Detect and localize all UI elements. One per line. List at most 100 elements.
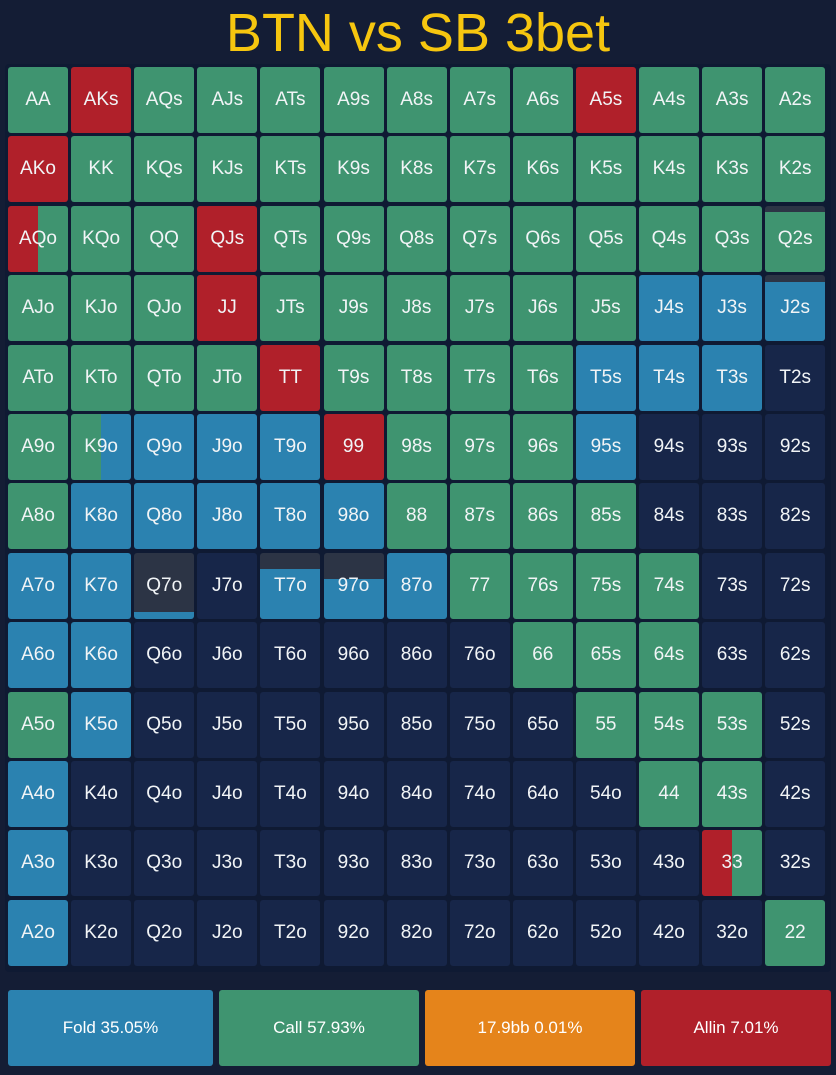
hand-cell-85o: 85o <box>386 691 447 758</box>
hand-cell-K5o: K5o <box>71 691 132 758</box>
hand-label: 97o <box>337 574 370 596</box>
hand-label: QTs <box>273 227 308 249</box>
hand-label: 92o <box>337 921 370 943</box>
hand-label: Q3s <box>714 227 750 249</box>
hand-cell-66: 66 <box>512 622 573 689</box>
hand-cell-95o: 95o <box>323 691 384 758</box>
hand-label: T8o <box>274 505 307 527</box>
hand-label: T2o <box>274 921 307 943</box>
hand-label: J3s <box>717 297 747 319</box>
hand-label: 82s <box>779 505 811 527</box>
hand-label: AQo <box>18 227 58 249</box>
hand-cell-J9o: J9o <box>197 414 258 480</box>
action-legend: Fold 35.05% Call 57.93% 17.9bb 0.01% All… <box>8 990 831 1066</box>
hand-cell-KK: KK <box>71 136 132 203</box>
hand-label: AA <box>25 89 51 110</box>
hand-label: Q5s <box>588 227 624 249</box>
hand-cell-99: 99 <box>323 414 384 480</box>
hand-cell-K4s: K4s <box>639 136 699 203</box>
hand-label: 86o <box>400 644 433 666</box>
hand-label: 76o <box>463 644 496 666</box>
hand-cell-KTs: KTs <box>260 136 321 203</box>
hand-cell-K5s: K5s <box>575 136 636 203</box>
hand-cell-K9o: K9o <box>71 414 132 480</box>
hand-label: Q2s <box>777 227 813 249</box>
hand-cell-AQs: AQs <box>134 67 195 133</box>
hand-cell-97o: 97o <box>323 552 384 619</box>
hand-label: A3s <box>715 89 749 110</box>
hand-cell-96o: 96o <box>323 622 384 689</box>
hand-cell-64o: 64o <box>512 761 573 827</box>
hand-label: 63o <box>526 852 559 874</box>
hand-label: Q3o <box>146 852 183 874</box>
hand-cell-T4o: T4o <box>260 761 321 827</box>
hand-label: T4o <box>274 783 307 804</box>
hand-label: K9o <box>84 436 118 457</box>
hand-cell-K6o: K6o <box>71 622 132 689</box>
hand-cell-33: 33 <box>702 830 763 897</box>
hand-label: KJo <box>84 297 118 319</box>
hand-cell-K6s: K6s <box>512 136 573 203</box>
hand-label: T5s <box>590 366 622 388</box>
hand-label: KTs <box>274 158 307 180</box>
hand-label: 95o <box>337 713 370 735</box>
hand-label: KJs <box>211 158 244 180</box>
legend-call: Call 57.93% <box>219 990 419 1066</box>
hand-label: J7s <box>464 297 495 319</box>
hand-cell-A3o: A3o <box>8 830 68 897</box>
hand-cell-TT: TT <box>260 344 321 411</box>
hand-cell-JJ: JJ <box>197 275 258 342</box>
hand-label: K2o <box>84 921 118 943</box>
hand-cell-T7o: T7o <box>260 552 321 619</box>
hand-label: ATo <box>22 366 54 388</box>
hand-label: A2s <box>778 89 812 110</box>
hand-label: K3o <box>84 852 118 874</box>
hand-label: J5s <box>591 297 621 319</box>
hand-label: AKs <box>83 89 119 110</box>
hand-cell-J9s: J9s <box>323 275 384 342</box>
hand-cell-Q7o: Q7o <box>134 552 195 619</box>
hand-cell-T2s: T2s <box>765 344 826 411</box>
hand-cell-T5o: T5o <box>260 691 321 758</box>
hand-label: J5o <box>211 713 243 735</box>
hand-label: 22 <box>784 921 806 943</box>
hand-cell-J5s: J5s <box>575 275 636 342</box>
hand-cell-T9s: T9s <box>323 344 384 411</box>
hand-cell-Q2s: Q2s <box>765 205 826 272</box>
hand-cell-Q6o: Q6o <box>134 622 195 689</box>
hand-cell-83o: 83o <box>386 830 447 897</box>
hand-cell-AKs: AKs <box>71 67 132 133</box>
chart-title: BTN vs SB 3bet <box>225 3 611 63</box>
hand-cell-77: 77 <box>449 552 510 619</box>
hand-label: K5s <box>589 158 623 180</box>
hand-label: QJs <box>210 227 245 249</box>
hand-label: Q9o <box>146 436 183 457</box>
hand-label: 86s <box>527 505 559 527</box>
segment-call <box>732 830 763 897</box>
hand-label: 95s <box>590 436 622 457</box>
hand-label: 96s <box>527 436 559 457</box>
hand-label: 64s <box>653 644 685 666</box>
hand-cell-74o: 74o <box>449 761 510 827</box>
hand-label: 93s <box>716 436 748 457</box>
segment-call <box>38 205 68 272</box>
hand-label: K7s <box>463 158 497 180</box>
segment-call <box>765 212 826 272</box>
hand-cell-K2o: K2o <box>71 899 132 966</box>
hand-label: K2s <box>778 158 812 180</box>
hand-cell-J7s: J7s <box>449 275 510 342</box>
hand-cell-JTo: JTo <box>197 344 258 411</box>
hand-cell-J2o: J2o <box>197 899 258 966</box>
hand-label: AJs <box>211 89 244 110</box>
hand-label: 54o <box>590 783 622 804</box>
hand-label: JJ <box>217 297 237 319</box>
hand-label: Q9s <box>336 227 371 249</box>
hand-cell-87o: 87o <box>386 552 447 619</box>
hand-cell-J6s: J6s <box>512 275 573 342</box>
hand-label: J4o <box>211 783 243 804</box>
hand-label: J9s <box>338 297 369 319</box>
hand-label: JTs <box>276 297 305 319</box>
hand-cell-ATs: ATs <box>260 67 321 133</box>
hand-label: 94o <box>337 783 370 804</box>
hand-cell-AKo: AKo <box>8 136 68 203</box>
